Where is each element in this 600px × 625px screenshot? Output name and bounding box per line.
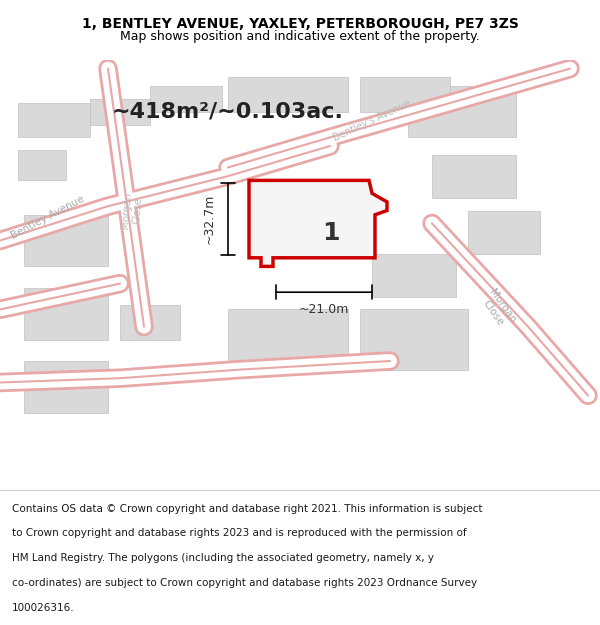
Text: Bentley Avenue: Bentley Avenue [10, 193, 86, 241]
Bar [360, 78, 450, 112]
Bar [24, 288, 108, 339]
Bar [18, 150, 66, 181]
Bar [408, 86, 516, 138]
Text: HM Land Registry. The polygons (including the associated geometry, namely x, y: HM Land Registry. The polygons (includin… [12, 554, 434, 564]
Bar [360, 309, 468, 369]
Text: 100026316.: 100026316. [12, 603, 74, 613]
Bar [120, 305, 180, 339]
Bar [432, 154, 516, 198]
Bar [468, 211, 540, 254]
Text: co-ordinates) are subject to Crown copyright and database rights 2023 Ordnance S: co-ordinates) are subject to Crown copyr… [12, 578, 477, 588]
Text: Contains OS data © Crown copyright and database right 2021. This information is : Contains OS data © Crown copyright and d… [12, 504, 482, 514]
Text: ~32.7m: ~32.7m [202, 194, 215, 244]
Text: 1: 1 [323, 221, 340, 245]
Text: to Crown copyright and database rights 2023 and is reproduced with the permissio: to Crown copyright and database rights 2… [12, 529, 467, 539]
Bar [372, 254, 456, 296]
Text: Morgan
Close: Morgan Close [119, 191, 145, 229]
Text: 1, BENTLEY AVENUE, YAXLEY, PETERBOROUGH, PE7 3ZS: 1, BENTLEY AVENUE, YAXLEY, PETERBOROUGH,… [82, 17, 518, 31]
Bar [90, 99, 150, 124]
Bar [24, 361, 108, 413]
Text: Map shows position and indicative extent of the property.: Map shows position and indicative extent… [120, 30, 480, 43]
Bar [150, 86, 222, 112]
Text: Morgan
Close: Morgan Close [478, 287, 518, 332]
Bar [24, 215, 108, 266]
Bar [18, 103, 90, 138]
Text: ~21.0m: ~21.0m [299, 303, 349, 316]
Bar [228, 78, 348, 112]
Bar [228, 309, 348, 369]
Text: Bentley's Avenue: Bentley's Avenue [332, 98, 412, 142]
Text: ~418m²/~0.103ac.: ~418m²/~0.103ac. [112, 102, 344, 122]
Polygon shape [249, 181, 387, 266]
